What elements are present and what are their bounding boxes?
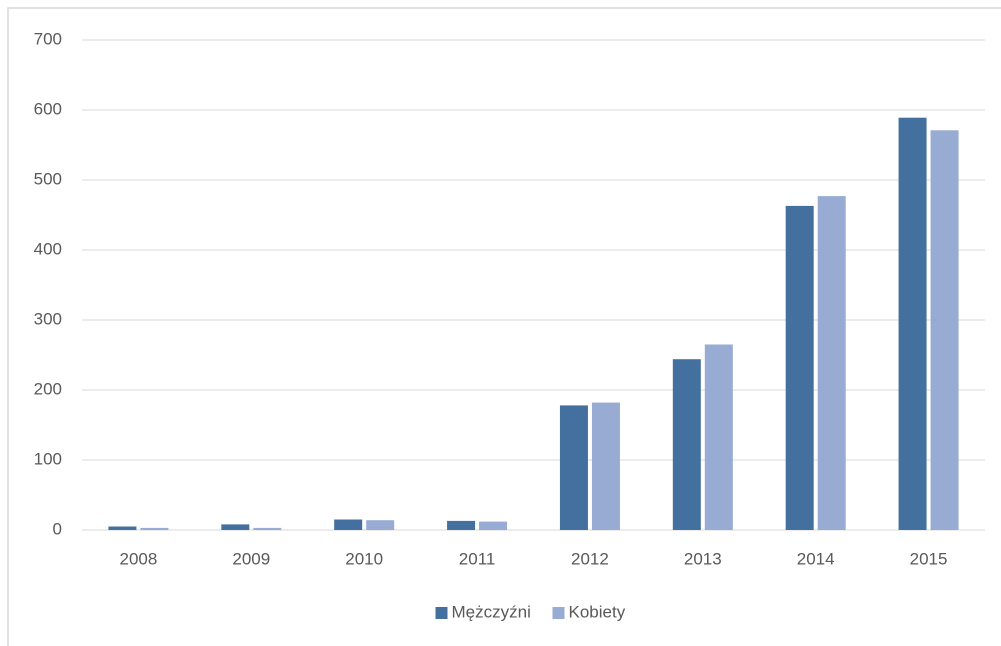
bar xyxy=(817,196,846,530)
x-tick-label: 2011 xyxy=(459,549,496,568)
y-tick-label: 200 xyxy=(34,379,62,398)
bar xyxy=(334,519,363,530)
x-tick-label: 2010 xyxy=(345,549,383,568)
x-tick-label: 2009 xyxy=(232,549,270,568)
y-tick-label: 700 xyxy=(34,29,62,48)
legend-label: Kobiety xyxy=(569,602,626,621)
y-tick-label: 500 xyxy=(34,169,62,188)
legend-label: Mężczyźni xyxy=(452,602,531,621)
bar xyxy=(591,402,620,530)
bar xyxy=(672,359,701,530)
bar xyxy=(253,527,282,530)
bar xyxy=(930,130,959,531)
bar xyxy=(447,520,476,530)
y-tick-label: 600 xyxy=(34,99,62,118)
x-tick-label: 2015 xyxy=(910,549,948,568)
chart-frame xyxy=(7,7,1001,646)
x-tick-label: 2008 xyxy=(120,549,158,568)
y-tick-label: 400 xyxy=(34,239,62,258)
legend-swatch xyxy=(435,607,448,619)
bar xyxy=(559,405,588,530)
x-tick-label: 2014 xyxy=(797,549,835,568)
x-tick-label: 2013 xyxy=(684,549,722,568)
bar xyxy=(704,344,733,530)
y-tick-label: 100 xyxy=(34,449,62,468)
y-tick-label: 300 xyxy=(34,309,62,328)
bar xyxy=(140,527,169,530)
bar xyxy=(785,205,814,530)
legend-swatch xyxy=(552,607,565,619)
bar xyxy=(108,526,137,530)
bar xyxy=(366,520,395,530)
x-tick-label: 2012 xyxy=(571,549,609,568)
y-tick-label: 0 xyxy=(53,519,62,538)
bar xyxy=(221,524,250,530)
bar xyxy=(898,117,927,530)
bar xyxy=(479,521,508,530)
